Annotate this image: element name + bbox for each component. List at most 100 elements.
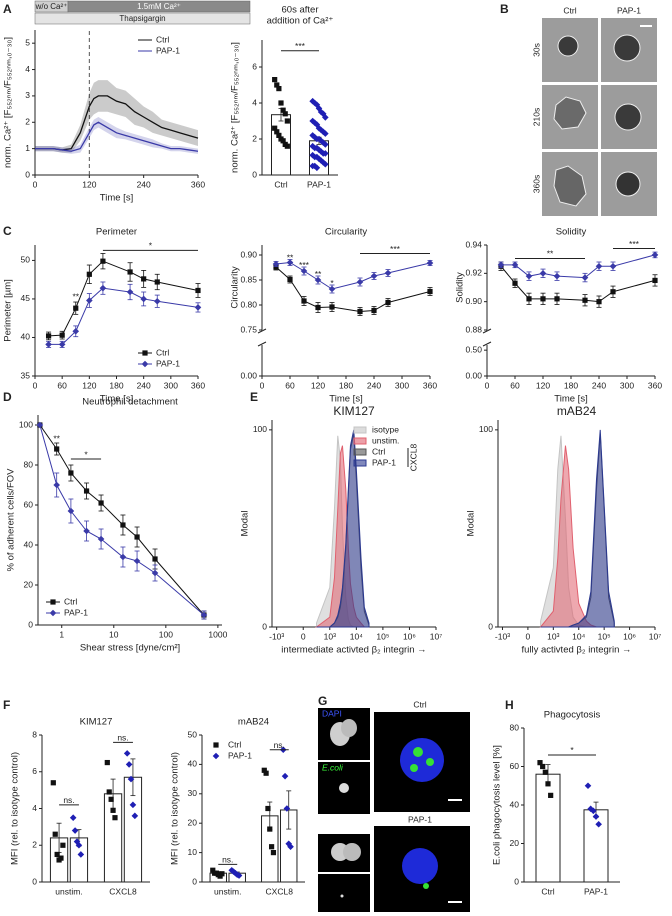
x-tick-label: 100 [159, 629, 173, 639]
y-tick-label: 20 [24, 579, 34, 589]
significance: ns. [63, 795, 74, 805]
marker [315, 304, 321, 311]
condition-label: Thapsigargin [119, 14, 165, 23]
series-line [39, 424, 205, 616]
marker [542, 769, 548, 775]
significance: ** [72, 292, 79, 302]
marker [311, 162, 319, 170]
bacteria [410, 764, 418, 772]
marker [77, 851, 85, 858]
marker [272, 125, 278, 131]
chart-title: Neutrophil detachment [82, 397, 178, 408]
x-tick-label: 180 [339, 380, 353, 390]
panel-g: G DAPI E.coli Ctrl PAP-1 [318, 694, 470, 912]
marker [525, 272, 533, 280]
x-tick-label: 360 [423, 380, 437, 390]
marker [194, 304, 202, 311]
x-tick-label: 360 [191, 179, 205, 189]
condition-label: Ctrl [413, 699, 426, 709]
marker [315, 124, 323, 132]
y-tick-label: 80 [24, 459, 34, 469]
y-tick-label: 5 [25, 37, 30, 47]
marker [582, 297, 588, 303]
y-tick-label: 2 [25, 117, 30, 127]
marker [267, 826, 273, 832]
y-tick-label: 40 [188, 759, 198, 769]
marker [651, 251, 659, 259]
marker [276, 86, 282, 92]
marker [287, 276, 293, 283]
marker [75, 841, 83, 849]
significance: *** [295, 41, 306, 51]
marker [152, 556, 158, 562]
legend-label: Ctrl [372, 446, 385, 456]
marker [652, 277, 658, 284]
x-tick-label: 120 [311, 380, 325, 390]
y-tick-label: 0.00 [465, 370, 482, 380]
marker [120, 522, 126, 528]
marker [609, 262, 617, 270]
series-line [48, 287, 199, 345]
marker [106, 789, 112, 795]
x-tick-label: 240 [137, 380, 151, 390]
x-tick-label: 360 [191, 380, 205, 390]
column-label: Ctrl [563, 5, 576, 15]
y-tick-label: 0 [514, 876, 519, 886]
panel-letter: G [318, 694, 327, 708]
marker [311, 99, 319, 107]
x-tick-label: 10⁵ [598, 631, 611, 641]
significance: ** [53, 433, 60, 443]
marker [286, 259, 294, 266]
x-tick-label: 0 [260, 380, 265, 390]
y-axis-label: E.coli phagocytosis level [%] [492, 745, 503, 865]
y-tick-label: 100 [19, 419, 33, 429]
x-tick-label: 10³ [324, 631, 336, 641]
chart-title: KIM127 [80, 717, 113, 728]
series-line [275, 266, 431, 313]
x-tick-label: 240 [137, 179, 151, 189]
x-tick-label: unstim. [55, 886, 82, 896]
marker [153, 297, 161, 305]
legend-swatch [353, 426, 367, 434]
x-tick-label: 0 [301, 631, 306, 641]
y-tick-label: 50 [188, 729, 198, 739]
legend-label: Ctrl [156, 347, 169, 357]
marker [584, 782, 592, 790]
x-tick-label: 0 [485, 380, 490, 390]
marker [119, 553, 127, 561]
cell [553, 165, 587, 207]
bacteria [340, 894, 344, 898]
axis-break [482, 341, 492, 347]
y-tick-label: 20 [188, 817, 198, 827]
y-tick-label: 0.50 [465, 344, 482, 354]
marker [98, 500, 104, 506]
marker [282, 111, 288, 117]
marker [83, 527, 90, 535]
marker [313, 144, 321, 152]
marker [269, 844, 275, 850]
y-tick-label: 100 [253, 424, 267, 434]
panel-letter: E [250, 390, 258, 404]
chart-title: Perimeter [96, 227, 137, 238]
y-axis-label: Perimeter [µm] [3, 279, 14, 341]
legend-label: Ctrl [64, 596, 77, 606]
x-axis-label: Time [s] [329, 394, 362, 405]
legend-label: PAP-1 [228, 750, 252, 760]
marker [112, 815, 118, 821]
panel-letter: A [3, 2, 12, 16]
marker [426, 259, 434, 267]
marker [595, 262, 603, 270]
marker [276, 132, 282, 138]
panel-letter: F [3, 698, 10, 712]
y-tick-label: 100 [479, 424, 493, 434]
x-tick-label: 10⁷ [430, 631, 443, 641]
marker [86, 271, 92, 277]
marker [581, 274, 589, 281]
x-tick-label: 10⁷ [649, 631, 662, 641]
x-tick-label: 300 [395, 380, 409, 390]
y-tick-label: 80 [510, 722, 520, 732]
marker [371, 307, 377, 314]
y-axis-label: MFI (rel. to isotype control) [170, 752, 181, 865]
marker [200, 611, 208, 619]
marker [357, 308, 363, 315]
